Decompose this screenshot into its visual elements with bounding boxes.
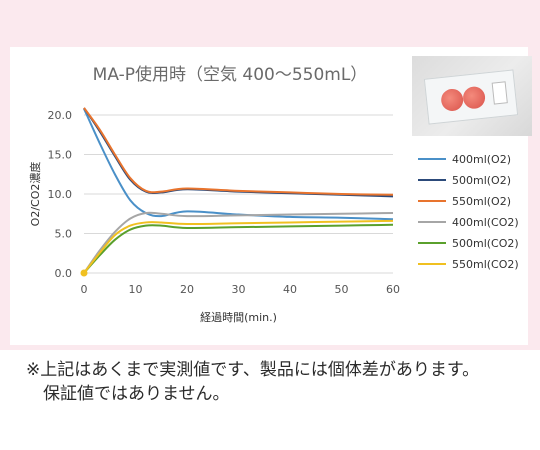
- series-line: [83, 211, 394, 274]
- x-tick-label: 30: [232, 283, 246, 296]
- legend-label: 500ml(O2): [452, 174, 511, 187]
- x-tick-label: 0: [81, 283, 88, 296]
- series-line: [83, 108, 394, 221]
- line-chart: 0.0 5.0 10.0 15.0 20.0 0 10 20 30 40 50 60 経過時間(min.…: [28, 107, 519, 324]
- legend-label: 500ml(CO2): [452, 237, 519, 250]
- x-tick-label: 20: [180, 283, 194, 296]
- y-tick-label: 10.0: [48, 188, 73, 201]
- origin-marker: [80, 269, 88, 277]
- legend-label: 550ml(O2): [452, 195, 511, 208]
- product-photo: [412, 56, 532, 136]
- disclaimer-note: ※上記はあくまで実測値です、製品には個体差があります。 保証値ではありません。: [26, 358, 479, 406]
- legend-label: 400ml(O2): [452, 153, 511, 166]
- y-tick-label: 20.0: [48, 109, 73, 122]
- chart-title: MA-P使用時（空気 400～550mL）: [92, 65, 368, 85]
- x-tick-label: 10: [129, 283, 143, 296]
- y-tick-label: 5.0: [55, 228, 73, 241]
- x-tick-label: 40: [283, 283, 297, 296]
- series-line: [83, 107, 394, 196]
- series-line: [83, 107, 394, 198]
- disclaimer-line-2: 保証値ではありません。: [26, 384, 230, 404]
- disclaimer-line-1: ※上記はあくまで実測値です、製品には個体差があります。: [26, 360, 480, 380]
- x-axis-label: 経過時間(min.): [200, 311, 277, 324]
- legend-label: 550ml(CO2): [452, 258, 519, 271]
- legend-label: 400ml(CO2): [452, 216, 519, 229]
- y-tick-label: 15.0: [48, 149, 73, 162]
- y-tick-label: 0.0: [55, 267, 73, 280]
- series-line: [83, 223, 394, 274]
- x-tick-label: 50: [335, 283, 349, 296]
- series-line: [83, 219, 394, 274]
- x-tick-label: 60: [386, 283, 400, 296]
- y-axis-label: O2/CO2濃度: [28, 162, 42, 227]
